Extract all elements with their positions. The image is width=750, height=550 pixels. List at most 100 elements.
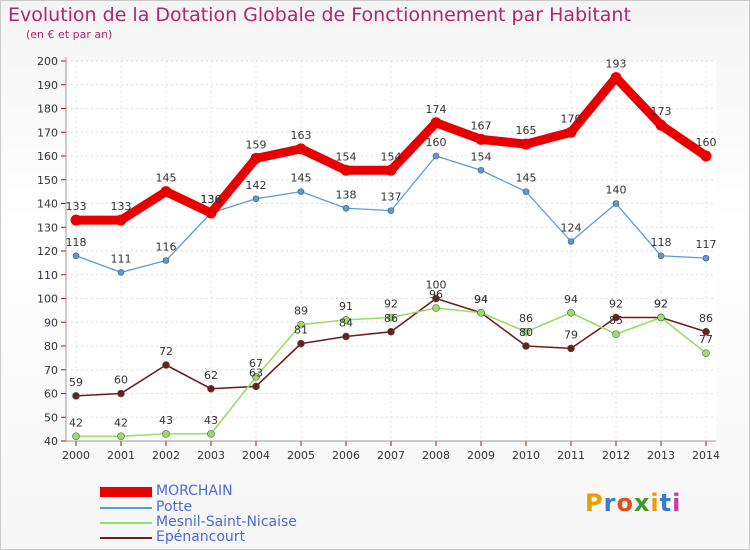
data-point xyxy=(250,152,262,164)
data-point xyxy=(162,430,170,438)
y-tick-label: 170 xyxy=(37,126,58,139)
y-tick-label: 90 xyxy=(44,316,58,329)
data-point xyxy=(387,313,395,322)
data-label: 170 xyxy=(561,112,582,125)
data-point xyxy=(477,166,485,174)
data-label: 89 xyxy=(294,305,308,318)
legend-label-epenancourt: Epénancourt xyxy=(156,529,246,545)
logo-letter: x xyxy=(633,489,651,517)
legend-item-mesnil: Mesnil-Saint-Nicaise xyxy=(100,514,360,531)
data-label: 43 xyxy=(204,414,218,427)
data-label: 80 xyxy=(519,326,533,339)
data-point xyxy=(612,200,620,207)
y-tick-label: 150 xyxy=(37,174,58,187)
y-tick-label: 60 xyxy=(44,388,58,401)
x-tick-label: 2008 xyxy=(422,449,450,462)
data-label: 92 xyxy=(384,298,398,311)
data-label: 138 xyxy=(336,188,357,201)
logo-letter: o xyxy=(616,489,634,517)
y-tick-label: 100 xyxy=(37,293,58,306)
x-tick-label: 2009 xyxy=(467,449,495,462)
data-point xyxy=(72,252,80,260)
data-point xyxy=(657,313,665,322)
data-label: 85 xyxy=(609,314,623,327)
chart-title: Evolution de la Dotation Globale de Fonc… xyxy=(8,4,631,26)
x-tick-label: 2007 xyxy=(377,449,405,462)
data-label: 145 xyxy=(291,172,312,185)
data-label: 154 xyxy=(471,150,492,163)
data-point xyxy=(520,138,532,150)
data-point xyxy=(115,214,127,226)
data-label: 137 xyxy=(381,191,402,204)
y-tick-label: 140 xyxy=(37,198,58,211)
data-label: 160 xyxy=(426,136,447,149)
data-label: 42 xyxy=(69,416,83,429)
data-point xyxy=(252,382,260,391)
data-point xyxy=(117,389,125,398)
data-point xyxy=(297,339,305,348)
legend-item-epenancourt: Epénancourt xyxy=(100,529,360,546)
data-point xyxy=(567,344,575,353)
data-point xyxy=(432,304,440,312)
data-label: 193 xyxy=(606,58,627,71)
data-label: 77 xyxy=(699,333,713,346)
data-label: 145 xyxy=(156,172,177,185)
x-tick-label: 2013 xyxy=(647,449,675,462)
data-point xyxy=(702,327,710,336)
data-label: 142 xyxy=(246,179,267,192)
data-point xyxy=(295,143,307,155)
chart-subtitle: (en € et par an) xyxy=(26,28,113,41)
data-point xyxy=(610,72,622,84)
data-label: 133 xyxy=(111,200,132,213)
data-point xyxy=(342,204,350,212)
data-label: 86 xyxy=(519,312,533,325)
legend-swatch-mesnil xyxy=(100,522,152,524)
data-point xyxy=(252,195,260,203)
data-point xyxy=(522,327,530,336)
data-label: 116 xyxy=(156,241,177,254)
data-label: 159 xyxy=(246,138,267,151)
data-point xyxy=(207,384,215,393)
y-tick-label: 70 xyxy=(44,364,58,377)
x-tick-label: 2005 xyxy=(287,449,315,462)
data-point xyxy=(522,342,530,350)
data-point xyxy=(117,432,125,441)
data-label: 165 xyxy=(516,124,537,137)
data-label: 163 xyxy=(291,129,312,142)
y-tick-label: 130 xyxy=(37,221,58,234)
x-tick-label: 2003 xyxy=(197,449,225,462)
data-label: 92 xyxy=(609,298,623,311)
data-point xyxy=(340,164,352,176)
y-tick-label: 40 xyxy=(44,435,58,448)
data-label: 133 xyxy=(66,200,87,213)
data-point xyxy=(387,327,395,336)
data-label: 140 xyxy=(606,184,627,197)
data-point xyxy=(297,320,305,329)
x-tick-label: 2011 xyxy=(557,449,585,462)
data-point xyxy=(297,188,305,195)
data-label: 92 xyxy=(654,298,668,311)
data-label: 91 xyxy=(339,300,353,313)
data-label: 136 xyxy=(201,193,222,206)
data-label: 94 xyxy=(474,293,488,306)
data-point xyxy=(612,330,620,338)
data-point xyxy=(702,349,710,357)
logo-letter: i xyxy=(672,489,682,517)
proxiti-logo: Proxiti xyxy=(585,489,681,517)
data-point xyxy=(432,152,440,160)
data-label: 63 xyxy=(249,366,263,379)
data-label: 42 xyxy=(114,416,128,429)
legend-label-morchain: MORCHAIN xyxy=(156,483,233,499)
legend-item-potte: Potte xyxy=(100,499,360,516)
data-point xyxy=(72,432,80,441)
data-point xyxy=(72,392,80,400)
data-label: 160 xyxy=(696,136,717,149)
x-tick-label: 2014 xyxy=(692,449,720,462)
legend-swatch-epenancourt xyxy=(100,537,152,539)
data-label: 154 xyxy=(381,150,402,163)
data-label: 72 xyxy=(159,345,173,358)
y-tick-label: 160 xyxy=(37,150,58,163)
data-point xyxy=(657,252,665,260)
data-label: 67 xyxy=(249,357,263,370)
